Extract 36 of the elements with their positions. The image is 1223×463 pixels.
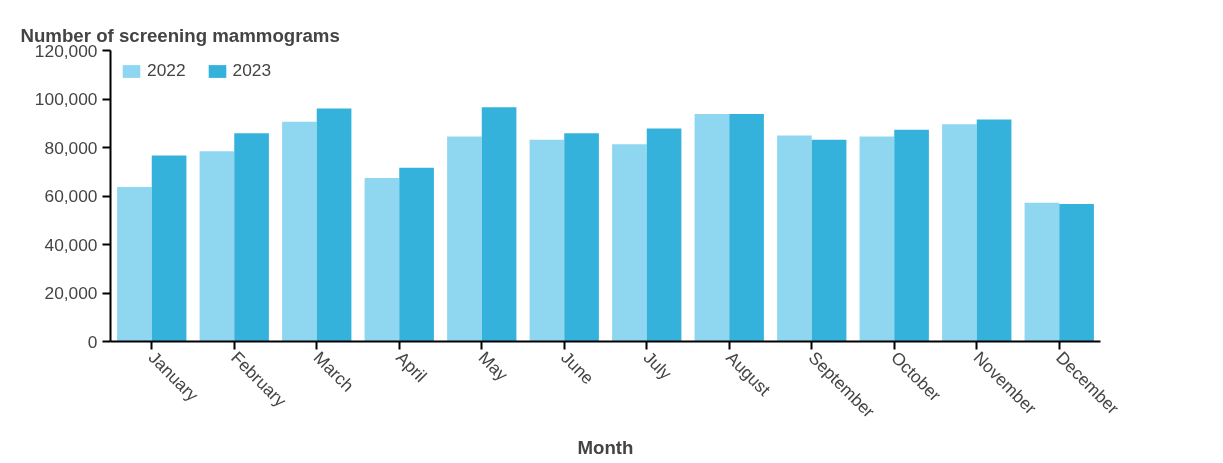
chart-title: Number of screening mammograms xyxy=(20,24,340,46)
bar xyxy=(729,114,764,342)
bar xyxy=(976,119,1012,342)
bar xyxy=(811,139,847,342)
bar xyxy=(942,124,977,342)
legend-label: 2022 xyxy=(147,60,186,81)
bar xyxy=(777,135,812,342)
bar xyxy=(117,187,152,342)
bar xyxy=(1024,202,1060,342)
bar xyxy=(234,133,269,342)
x-tick-label: April xyxy=(392,347,431,387)
y-tick-label: 60,000 xyxy=(44,186,98,206)
bar xyxy=(364,178,400,342)
y-tick-label: 100,000 xyxy=(34,89,98,109)
bar xyxy=(646,128,682,342)
bar xyxy=(612,144,647,342)
y-tick-label: 40,000 xyxy=(44,234,98,255)
y-tick-label: 20,000 xyxy=(44,283,98,303)
bar xyxy=(151,155,187,342)
y-tick-label: 0 xyxy=(87,331,98,352)
bar xyxy=(316,108,352,342)
bar xyxy=(859,136,895,342)
bar xyxy=(199,151,235,342)
bar xyxy=(447,136,482,342)
bar xyxy=(282,121,317,342)
legend-label: 2023 xyxy=(232,60,272,81)
x-axis-title: Month xyxy=(577,436,634,458)
x-tick-label: July xyxy=(639,347,676,384)
bar xyxy=(894,129,929,342)
bar xyxy=(399,167,434,342)
bar xyxy=(529,139,565,342)
bar xyxy=(1059,204,1094,342)
y-tick-label: 80,000 xyxy=(44,137,98,158)
bar xyxy=(694,114,730,342)
bar xyxy=(564,133,599,342)
bar xyxy=(481,107,517,342)
